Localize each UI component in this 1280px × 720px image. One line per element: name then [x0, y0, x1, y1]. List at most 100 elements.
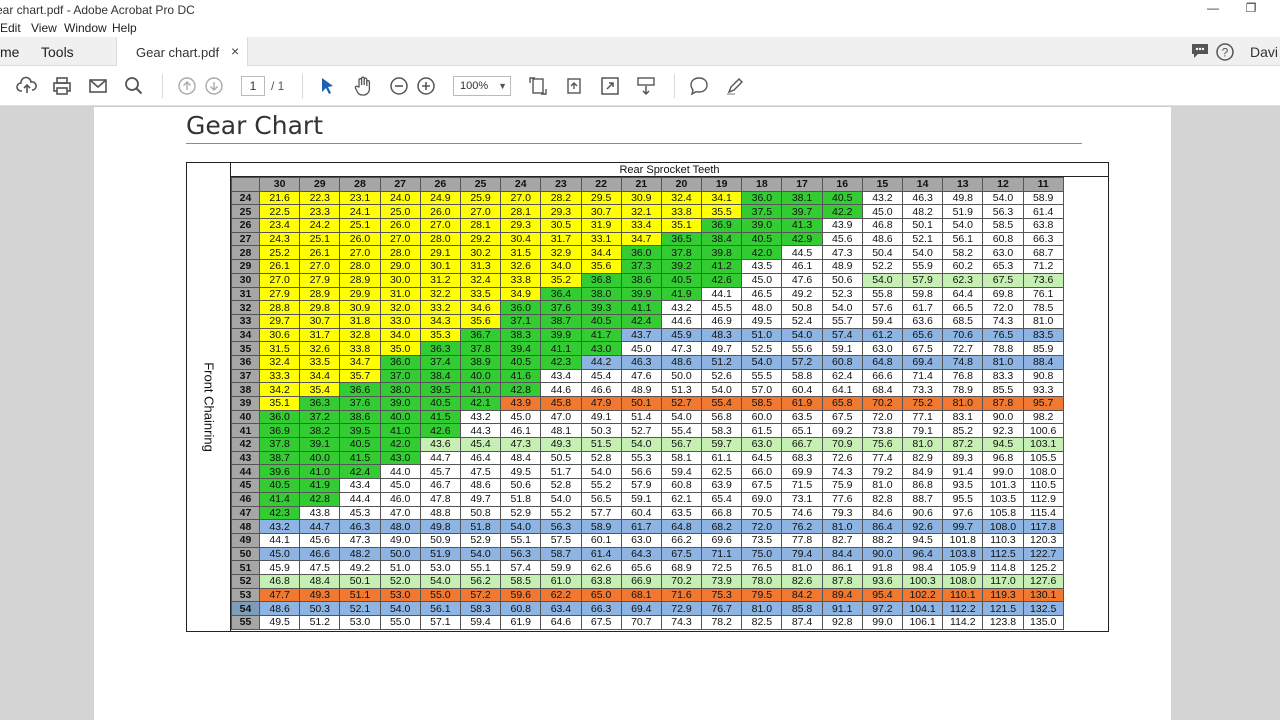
gear-inch-cell[interactable]: 58.5: [982, 218, 1024, 233]
gear-inch-cell[interactable]: 48.6: [459, 478, 502, 493]
gear-inch-cell[interactable]: 39.2: [660, 259, 703, 274]
gear-inch-cell[interactable]: 41.5: [419, 409, 461, 425]
gear-inch-cell[interactable]: 108.0: [1022, 464, 1064, 480]
gear-inch-cell[interactable]: 112.5: [982, 546, 1024, 562]
gear-inch-cell[interactable]: 130.1: [1022, 587, 1064, 603]
gear-inch-cell[interactable]: 58.5: [500, 573, 542, 589]
menu-window[interactable]: Window: [64, 21, 107, 35]
gear-inch-cell[interactable]: 44.6: [660, 313, 703, 329]
gear-inch-cell[interactable]: 36.6: [339, 382, 381, 397]
gear-inch-cell[interactable]: 65.0: [580, 587, 622, 603]
gear-inch-cell[interactable]: 29.9: [339, 286, 381, 302]
gear-inch-cell[interactable]: 37.2: [299, 409, 341, 425]
comment-icon[interactable]: [1190, 42, 1210, 63]
gear-inch-cell[interactable]: 92.6: [901, 519, 944, 534]
gear-inch-cell[interactable]: 55.1: [459, 560, 502, 575]
gear-inch-cell[interactable]: 86.8: [901, 478, 944, 493]
gear-inch-cell[interactable]: 66.0: [741, 464, 783, 480]
gear-inch-cell[interactable]: 48.4: [500, 450, 542, 466]
gear-inch-cell[interactable]: 105.5: [1022, 450, 1064, 466]
gear-inch-cell[interactable]: 52.4: [781, 313, 823, 329]
gear-inch-cell[interactable]: 61.4: [1022, 204, 1064, 220]
gear-inch-cell[interactable]: 44.5: [781, 245, 823, 261]
gear-inch-cell[interactable]: 25.1: [339, 218, 381, 233]
gear-inch-cell[interactable]: 42.1: [459, 396, 502, 411]
gear-inch-cell[interactable]: 90.0: [861, 546, 904, 562]
gear-inch-cell[interactable]: 49.5: [741, 313, 783, 329]
gear-inch-cell[interactable]: 51.4: [620, 409, 662, 425]
gear-inch-cell[interactable]: 45.8: [540, 396, 582, 411]
gear-inch-cell[interactable]: 47.0: [540, 409, 582, 425]
gear-inch-cell[interactable]: 41.7: [580, 327, 622, 343]
gear-inch-cell[interactable]: 38.0: [379, 382, 421, 397]
gear-inch-cell[interactable]: 57.9: [901, 272, 944, 288]
gear-inch-cell[interactable]: 40.5: [821, 190, 863, 206]
gear-inch-cell[interactable]: 59.6: [500, 587, 542, 603]
gear-inch-cell[interactable]: 52.1: [339, 601, 381, 616]
gear-inch-cell[interactable]: 43.6: [419, 437, 461, 452]
gear-inch-cell[interactable]: 58.7: [540, 546, 582, 562]
gear-inch-cell[interactable]: 42.8: [500, 382, 542, 397]
gear-inch-cell[interactable]: 55.2: [540, 505, 582, 521]
gear-inch-cell[interactable]: 26.0: [419, 204, 461, 220]
gear-inch-cell[interactable]: 58.2: [942, 245, 984, 261]
gear-inch-cell[interactable]: 28.9: [339, 272, 381, 288]
gear-inch-cell[interactable]: 57.2: [459, 587, 502, 603]
gear-inch-cell[interactable]: 40.5: [258, 478, 301, 493]
gear-inch-cell[interactable]: 76.1: [1022, 286, 1064, 302]
gear-inch-cell[interactable]: 37.8: [459, 341, 502, 356]
gear-inch-cell[interactable]: 70.6: [942, 327, 984, 343]
gear-inch-cell[interactable]: 46.8: [258, 573, 301, 589]
select-cursor-icon[interactable]: [316, 75, 338, 97]
gear-inch-cell[interactable]: 63.8: [1022, 218, 1064, 233]
gear-inch-cell[interactable]: 89.4: [821, 587, 863, 603]
gear-inch-cell[interactable]: 24.9: [419, 190, 461, 206]
gear-inch-cell[interactable]: 63.6: [901, 313, 944, 329]
gear-inch-cell[interactable]: 85.9: [1022, 341, 1064, 356]
gear-inch-cell[interactable]: 58.3: [459, 601, 502, 616]
gear-inch-cell[interactable]: 39.6: [258, 464, 301, 480]
gear-inch-cell[interactable]: 35.1: [660, 218, 703, 233]
gear-inch-cell[interactable]: 82.5: [741, 615, 783, 630]
gear-inch-cell[interactable]: 82.6: [781, 573, 823, 589]
gear-inch-cell[interactable]: 33.0: [379, 313, 421, 329]
gear-inch-cell[interactable]: 54.0: [741, 354, 783, 370]
gear-inch-cell[interactable]: 50.8: [781, 300, 823, 315]
gear-inch-cell[interactable]: 63.8: [580, 573, 622, 589]
zoom-in-icon[interactable]: [415, 75, 437, 97]
gear-inch-cell[interactable]: 83.3: [982, 368, 1024, 384]
gear-inch-cell[interactable]: 56.1: [419, 601, 461, 616]
gear-inch-cell[interactable]: 41.0: [379, 423, 421, 439]
gear-inch-cell[interactable]: 85.5: [982, 382, 1024, 397]
gear-inch-cell[interactable]: 49.3: [299, 587, 341, 603]
gear-inch-cell[interactable]: 81.0: [821, 519, 863, 534]
gear-inch-cell[interactable]: 39.0: [741, 218, 783, 233]
gear-inch-cell[interactable]: 43.2: [660, 300, 703, 315]
gear-inch-cell[interactable]: 45.9: [660, 327, 703, 343]
gear-inch-cell[interactable]: 58.9: [580, 519, 622, 534]
gear-inch-cell[interactable]: 35.1: [258, 396, 301, 411]
gear-inch-cell[interactable]: 29.0: [379, 259, 421, 274]
gear-inch-cell[interactable]: 50.1: [620, 396, 662, 411]
gear-inch-cell[interactable]: 41.6: [500, 368, 542, 384]
gear-inch-cell[interactable]: 28.9: [299, 286, 341, 302]
gear-inch-cell[interactable]: 99.0: [861, 615, 904, 630]
gear-inch-cell[interactable]: 71.5: [781, 478, 823, 493]
gear-inch-cell[interactable]: 61.2: [861, 327, 904, 343]
gear-inch-cell[interactable]: 59.4: [660, 464, 703, 480]
gear-inch-cell[interactable]: 54.0: [500, 519, 542, 534]
gear-inch-cell[interactable]: 135.0: [1022, 615, 1064, 630]
gear-inch-cell[interactable]: 43.8: [299, 505, 341, 521]
gear-inch-cell[interactable]: 59.4: [459, 615, 502, 630]
gear-inch-cell[interactable]: 27.0: [419, 218, 461, 233]
gear-inch-cell[interactable]: 34.4: [299, 368, 341, 384]
gear-inch-cell[interactable]: 63.0: [741, 437, 783, 452]
gear-inch-cell[interactable]: 112.2: [942, 601, 984, 616]
gear-inch-cell[interactable]: 35.4: [299, 382, 341, 397]
gear-inch-cell[interactable]: 55.1: [500, 532, 542, 548]
gear-inch-cell[interactable]: 54.0: [781, 327, 823, 343]
gear-inch-cell[interactable]: 119.3: [982, 587, 1024, 603]
gear-inch-cell[interactable]: 22.5: [258, 204, 301, 220]
gear-inch-cell[interactable]: 38.1: [781, 190, 823, 206]
gear-inch-cell[interactable]: 73.1: [781, 491, 823, 507]
